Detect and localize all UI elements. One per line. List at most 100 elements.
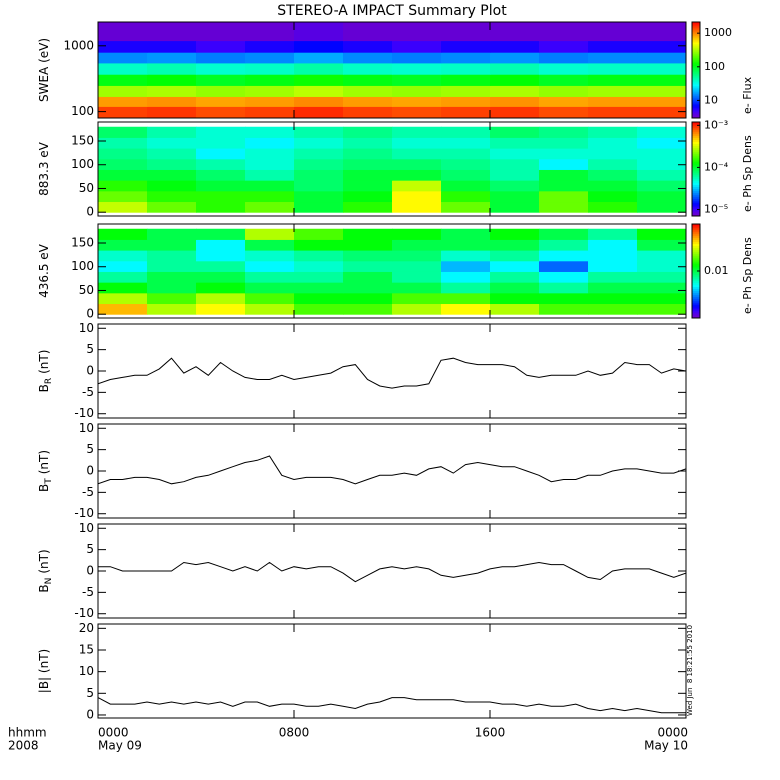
spectrogram-cell — [441, 62, 491, 75]
colorbar-slice — [692, 139, 700, 142]
spectrogram-cell — [441, 85, 491, 97]
plot-area — [98, 697, 686, 714]
spectrogram-cell — [441, 201, 491, 213]
colorbar-slice — [692, 233, 700, 237]
spectrogram-cell — [245, 190, 295, 203]
spectrogram-cell — [98, 40, 148, 53]
spectrogram-cell — [539, 282, 589, 294]
field-line — [98, 561, 686, 583]
y-tick-label: 0 — [86, 307, 94, 321]
colorbar-slice — [692, 316, 700, 319]
colorbar-slice — [692, 237, 700, 241]
spectrogram-cell — [294, 271, 344, 283]
spectrogram-cell — [294, 22, 344, 42]
spectrogram-cell — [343, 260, 393, 272]
x-tick-label: 0800 — [279, 726, 310, 740]
spectrogram-cell — [196, 250, 246, 262]
colorbar-slice — [692, 161, 700, 164]
spectrogram-cell — [343, 62, 393, 75]
spectrogram-cell — [245, 85, 295, 97]
spectrogram-cell — [147, 282, 197, 294]
spectrogram-cell — [294, 85, 344, 97]
colorbar-slice — [692, 170, 700, 174]
colorbar-slice — [692, 127, 700, 131]
colorbar-slice — [692, 212, 700, 215]
y-tick-label: 50 — [79, 283, 94, 297]
spectrogram-cell — [245, 239, 295, 251]
field-line — [98, 357, 686, 389]
spectrogram-cell — [441, 271, 491, 283]
spectrogram-cell — [490, 96, 540, 107]
spectrogram-cell — [588, 158, 638, 170]
spectrogram-cell — [147, 85, 197, 97]
colorbar-slice — [692, 290, 700, 293]
spectrogram-cell — [245, 52, 295, 64]
colorbar-slice — [692, 288, 700, 291]
plot-area — [98, 126, 686, 213]
spectrogram-cell — [392, 201, 442, 213]
colorbar-slice — [692, 184, 700, 188]
spectrogram-cell — [343, 169, 393, 181]
spectrogram-cell — [637, 190, 686, 203]
colorbar-slice — [692, 60, 700, 63]
spectrogram-cell — [588, 62, 638, 75]
colorbar-slice — [692, 169, 700, 172]
spectrogram-cell — [294, 96, 344, 107]
colorbar-slice — [692, 186, 700, 189]
colorbar-slice — [692, 239, 700, 243]
spectrogram-cell — [294, 126, 344, 138]
y-label-unit: (nT) — [37, 350, 51, 374]
spectrogram-cell — [588, 292, 638, 305]
y-label-main: SWEA (eV) — [37, 38, 51, 102]
y-tick-label: -5 — [82, 585, 94, 599]
spectrogram-cell — [147, 292, 197, 305]
colorbar-slice — [692, 62, 700, 65]
y-tick-label: -10 — [74, 506, 94, 520]
colorbar-slice — [692, 204, 700, 207]
colorbar-slice — [692, 28, 700, 31]
colorbar-slice — [692, 50, 700, 53]
colorbar-slice — [692, 249, 700, 252]
spectrogram-cell — [343, 282, 393, 294]
colorbar-slice — [692, 304, 700, 307]
y-label-unit: (nT) — [37, 549, 51, 573]
corner-label: hhmm — [8, 726, 47, 740]
axes-frame — [97, 21, 687, 119]
spectrogram-cell — [98, 190, 148, 203]
colorbar-slice — [692, 104, 700, 107]
spectrogram-cell — [98, 62, 148, 75]
spectrogram-cell — [637, 126, 686, 138]
spectrogram-cell — [98, 169, 148, 181]
colorbar-label: e- Ph Sp Dens — [741, 237, 754, 314]
spectrogram-cell — [98, 126, 148, 138]
spectrogram-cell — [441, 260, 491, 272]
spectrogram-cell — [147, 74, 197, 86]
colorbar-slice — [692, 34, 700, 37]
colorbar-slice — [692, 294, 700, 297]
colorbar-slice — [692, 302, 700, 305]
colorbar-slice — [692, 38, 700, 41]
colorbar-slice — [692, 32, 700, 35]
spectrogram-cell — [147, 148, 197, 160]
spectrogram-cell — [343, 158, 393, 170]
spectrogram-cell — [196, 201, 246, 213]
colorbar-slice — [692, 257, 700, 260]
colorbar-tick-label: 0.01 — [704, 264, 729, 277]
colorbar-tick-label: 100 — [704, 60, 725, 73]
colorbar-slice — [692, 106, 700, 109]
colorbar-slice — [692, 312, 700, 315]
y-tick-label: 0 — [86, 364, 94, 378]
spectrogram-cell — [392, 292, 442, 305]
spectrogram-cell — [588, 201, 638, 213]
y-tick-label: 0 — [86, 564, 94, 578]
colorbar-label: e- Flux — [741, 76, 754, 114]
spectrogram-cell — [245, 282, 295, 294]
colorbar-slice — [692, 190, 700, 193]
spectrogram-cell — [588, 22, 638, 42]
colorbar-slice — [692, 125, 700, 129]
spectrogram-cell — [539, 180, 589, 192]
spectrogram-cell — [147, 271, 197, 283]
colorbar-slice — [692, 241, 700, 244]
y-label-main: B — [37, 584, 51, 592]
